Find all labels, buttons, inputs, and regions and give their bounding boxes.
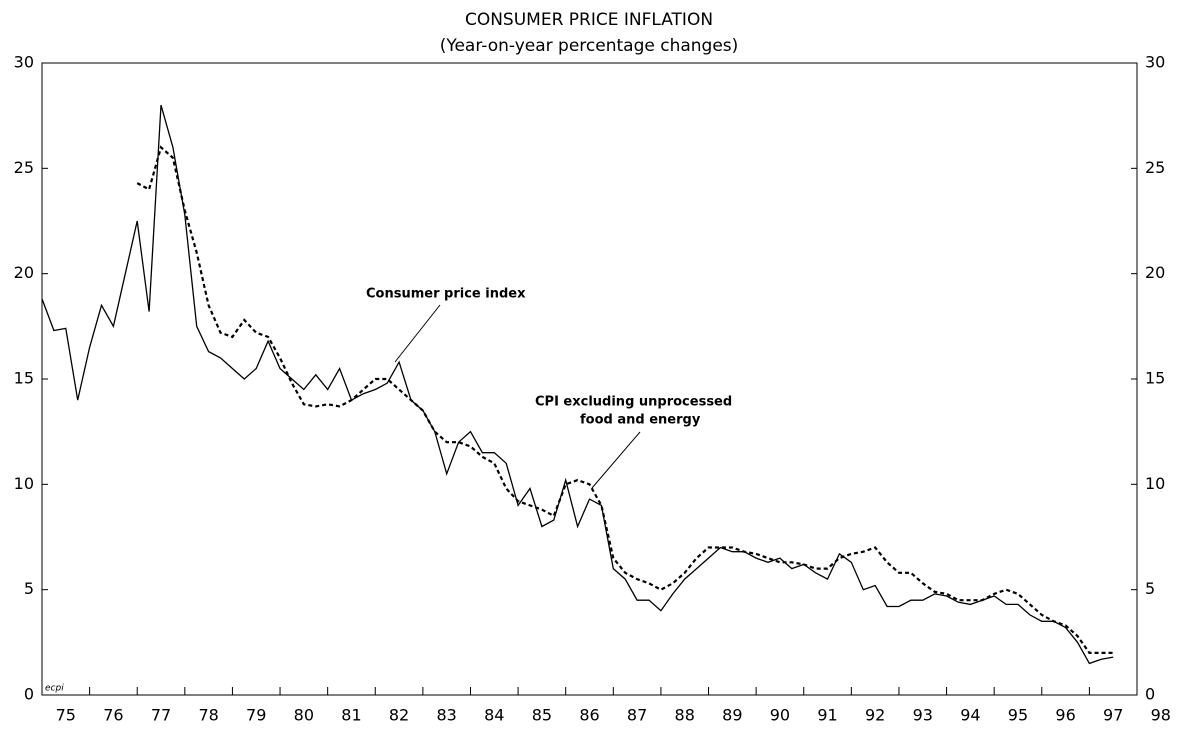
x-tick-label: 75 [56,706,76,725]
x-tick-label: 94 [960,706,980,725]
x-tick-label: 90 [770,706,790,725]
x-tick-label: 97 [1103,706,1123,725]
chart-subtitle: (Year-on-year percentage changes) [440,36,739,56]
y-tick-label: 25 [14,158,34,177]
y2-tick-label: 5 [1145,579,1155,598]
y2-tick-label: 25 [1145,158,1165,177]
x-tick-label: 84 [484,706,504,725]
x-tick-label: 96 [1055,706,1075,725]
x-tick-label: 91 [817,706,837,725]
x-tick-label: 88 [675,706,695,725]
y-tick-label: 30 [14,53,34,72]
annotation: CPI excluding unprocessed [535,395,732,410]
x-tick-label: 83 [436,706,456,725]
x-tick-label: 76 [103,706,123,725]
x-tick-label: 87 [627,706,647,725]
y-tick-label: 10 [14,474,34,493]
plot-frame [41,62,1138,696]
y-tick-label: 20 [14,263,34,282]
x-tick-label: 81 [341,706,361,725]
x-tick-label: 85 [532,706,552,725]
x-tick-label: 93 [913,706,933,725]
series-line [136,145,1114,654]
x-tick-label: 78 [198,706,218,725]
y2-tick-label: 10 [1145,474,1165,493]
x-tick-label: 79 [246,706,266,725]
x-tick-label: 77 [151,706,171,725]
x-tick-label: 92 [865,706,885,725]
x-tick-label: 82 [389,706,409,725]
x-tick-label: 86 [579,706,599,725]
leader-line [394,304,441,363]
x-tick-label: 89 [722,706,742,725]
y2-tick-label: 20 [1145,263,1165,282]
y-tick-label: 5 [24,579,34,598]
y2-tick-label: 15 [1145,369,1165,388]
annotation: Consumer price index [366,287,526,302]
series-line [41,104,1114,665]
source-code: ecpi [45,684,64,694]
x-tick-label: 98 [1151,706,1171,725]
x-tick-label: 80 [294,706,314,725]
y-tick-label: 0 [24,685,34,704]
x-tick-label: 95 [1008,706,1028,725]
leader-line [591,431,641,489]
annotation: food and energy [580,413,701,428]
chart-title: CONSUMER PRICE INFLATION [465,10,713,30]
y2-tick-label: 0 [1145,685,1155,704]
y2-tick-label: 30 [1145,53,1165,72]
y-tick-label: 15 [14,369,34,388]
